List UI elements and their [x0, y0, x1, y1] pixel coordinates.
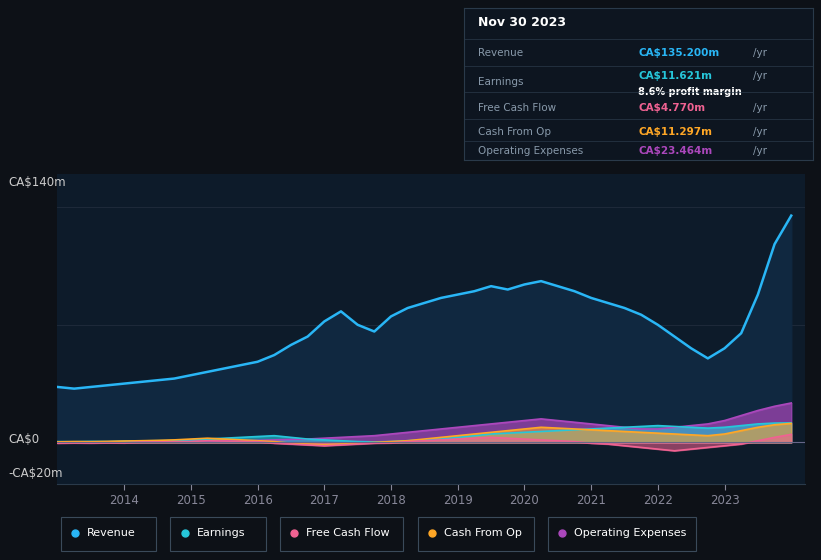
Text: /yr: /yr [754, 127, 768, 137]
Text: Earnings: Earnings [196, 529, 245, 538]
Text: Free Cash Flow: Free Cash Flow [306, 529, 390, 538]
Text: Cash From Op: Cash From Op [478, 127, 551, 137]
Text: /yr: /yr [754, 146, 768, 156]
Text: Cash From Op: Cash From Op [443, 529, 521, 538]
Text: CA$0: CA$0 [8, 433, 39, 446]
Text: Operating Expenses: Operating Expenses [575, 529, 686, 538]
Text: Operating Expenses: Operating Expenses [478, 146, 583, 156]
Text: CA$140m: CA$140m [8, 176, 66, 189]
Text: CA$11.297m: CA$11.297m [639, 127, 713, 137]
Text: 8.6% profit margin: 8.6% profit margin [639, 87, 742, 96]
Text: CA$23.464m: CA$23.464m [639, 146, 713, 156]
Text: Nov 30 2023: Nov 30 2023 [478, 16, 566, 29]
Text: CA$11.621m: CA$11.621m [639, 72, 713, 81]
Text: /yr: /yr [754, 72, 768, 81]
Text: Revenue: Revenue [478, 48, 523, 58]
Text: Earnings: Earnings [478, 77, 523, 87]
Text: CA$4.770m: CA$4.770m [639, 103, 705, 113]
Text: CA$135.200m: CA$135.200m [639, 48, 719, 58]
Text: Revenue: Revenue [87, 529, 135, 538]
Text: /yr: /yr [754, 48, 768, 58]
Text: /yr: /yr [754, 103, 768, 113]
Text: -CA$20m: -CA$20m [8, 466, 62, 480]
Text: Free Cash Flow: Free Cash Flow [478, 103, 556, 113]
